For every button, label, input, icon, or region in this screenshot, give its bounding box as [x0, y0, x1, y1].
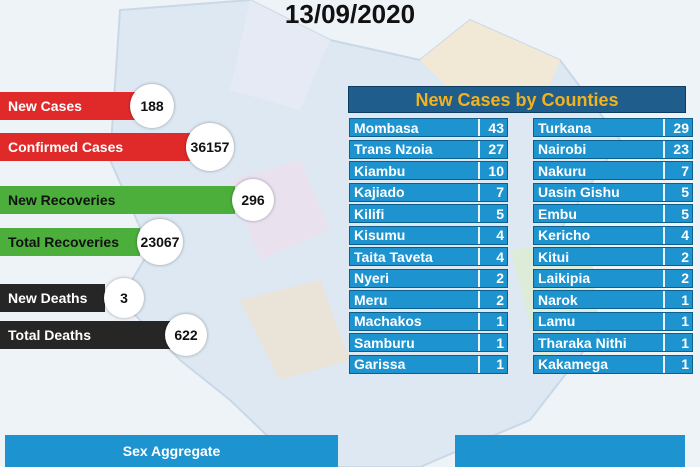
county-row: Mombasa 43: [349, 118, 508, 137]
county-cases: 4: [663, 226, 692, 244]
county-row: Garissa 1: [349, 354, 508, 374]
county-name: Nairobi: [538, 141, 587, 157]
stat-value: 23067: [137, 219, 183, 265]
county-row: Kakamega 1: [533, 354, 693, 374]
county-cases: 1: [478, 334, 507, 351]
county-name: Tharaka Nithi: [538, 334, 627, 351]
county-name: Nyeri: [354, 270, 390, 286]
county-name: Trans Nzoia: [354, 141, 433, 157]
county-name: Uasin Gishu: [538, 184, 620, 200]
county-row: Meru 2: [349, 290, 508, 309]
stat-label: New Deaths: [0, 284, 105, 312]
county-cases: 4: [478, 226, 507, 244]
county-cases: 1: [663, 312, 692, 330]
county-name: Turkana: [538, 119, 592, 136]
county-row: Kilifi 5: [349, 204, 508, 223]
county-name: Samburu: [354, 334, 415, 351]
county-row: Kisumu 4: [349, 225, 508, 245]
stat-value: 36157: [186, 123, 234, 171]
county-cases: 2: [478, 269, 507, 287]
county-row: Taita Taveta 4: [349, 247, 508, 266]
county-row: Kajiado 7: [349, 182, 508, 202]
county-row: Samburu 1: [349, 333, 508, 352]
county-name: Mombasa: [354, 119, 419, 136]
stat-value: 622: [165, 314, 207, 356]
county-cases: 5: [663, 183, 692, 201]
county-cases: 1: [663, 334, 692, 351]
county-cases: 29: [663, 119, 692, 136]
county-name: Kakamega: [538, 356, 609, 372]
date: 13/09/2020: [284, 0, 416, 29]
county-cases: 10: [478, 162, 507, 179]
county-name: Kisumu: [354, 227, 406, 243]
county-cases: 4: [478, 248, 507, 265]
county-row: Machakos 1: [349, 311, 508, 331]
county-row: Kericho 4: [533, 225, 693, 245]
county-cases: 1: [663, 291, 692, 308]
county-row: Trans Nzoia 27: [349, 139, 508, 159]
county-cases: 23: [663, 140, 692, 158]
county-name: Narok: [538, 291, 578, 308]
stat-label: Total Recoveries: [0, 228, 140, 256]
county-name: Taita Taveta: [354, 248, 433, 265]
stat-label: Confirmed Cases: [0, 133, 190, 161]
stat-value: 3: [104, 278, 144, 318]
stat-label: New Cases: [0, 92, 135, 120]
county-cases: 1: [478, 355, 507, 373]
county-name: Kericho: [538, 227, 591, 243]
stat-value: 188: [130, 84, 174, 128]
county-cases: 2: [663, 269, 692, 287]
county-cases: 1: [478, 312, 507, 330]
county-name: Meru: [354, 291, 388, 308]
county-row: Uasin Gishu 5: [533, 182, 693, 202]
county-cases: 5: [478, 205, 507, 222]
county-row: Narok 1: [533, 290, 693, 309]
county-cases: 7: [478, 183, 507, 201]
county-name: Lamu: [538, 313, 576, 329]
county-name: Kiambu: [354, 162, 406, 179]
county-cases: 7: [663, 162, 692, 179]
county-name: Kitui: [538, 248, 570, 265]
footer-bar: [455, 435, 685, 467]
county-name: Laikipia: [538, 270, 591, 286]
county-name: Nakuru: [538, 162, 587, 179]
stat-label: New Recoveries: [0, 186, 235, 214]
stat-value: 296: [232, 179, 274, 221]
county-name: Embu: [538, 205, 577, 222]
county-name: Kajiado: [354, 184, 405, 200]
county-row: Nakuru 7: [533, 161, 693, 180]
county-cases: 43: [478, 119, 507, 136]
county-row: Lamu 1: [533, 311, 693, 331]
stat-label: Total Deaths: [0, 321, 170, 349]
county-row: Tharaka Nithi 1: [533, 333, 693, 352]
counties-title: New Cases by Counties: [348, 86, 686, 113]
sex-aggregate-bar: Sex Aggregate: [5, 435, 338, 467]
county-row: Kiambu 10: [349, 161, 508, 180]
county-row: Nairobi 23: [533, 139, 693, 159]
county-cases: 1: [663, 355, 692, 373]
county-cases: 2: [478, 291, 507, 308]
county-row: Embu 5: [533, 204, 693, 223]
county-row: Laikipia 2: [533, 268, 693, 288]
county-row: Turkana 29: [533, 118, 693, 137]
county-name: Machakos: [354, 313, 422, 329]
county-name: Garissa: [354, 356, 406, 372]
county-row: Nyeri 2: [349, 268, 508, 288]
county-row: Kitui 2: [533, 247, 693, 266]
county-name: Kilifi: [354, 205, 385, 222]
county-cases: 2: [663, 248, 692, 265]
county-cases: 27: [478, 140, 507, 158]
county-cases: 5: [663, 205, 692, 222]
